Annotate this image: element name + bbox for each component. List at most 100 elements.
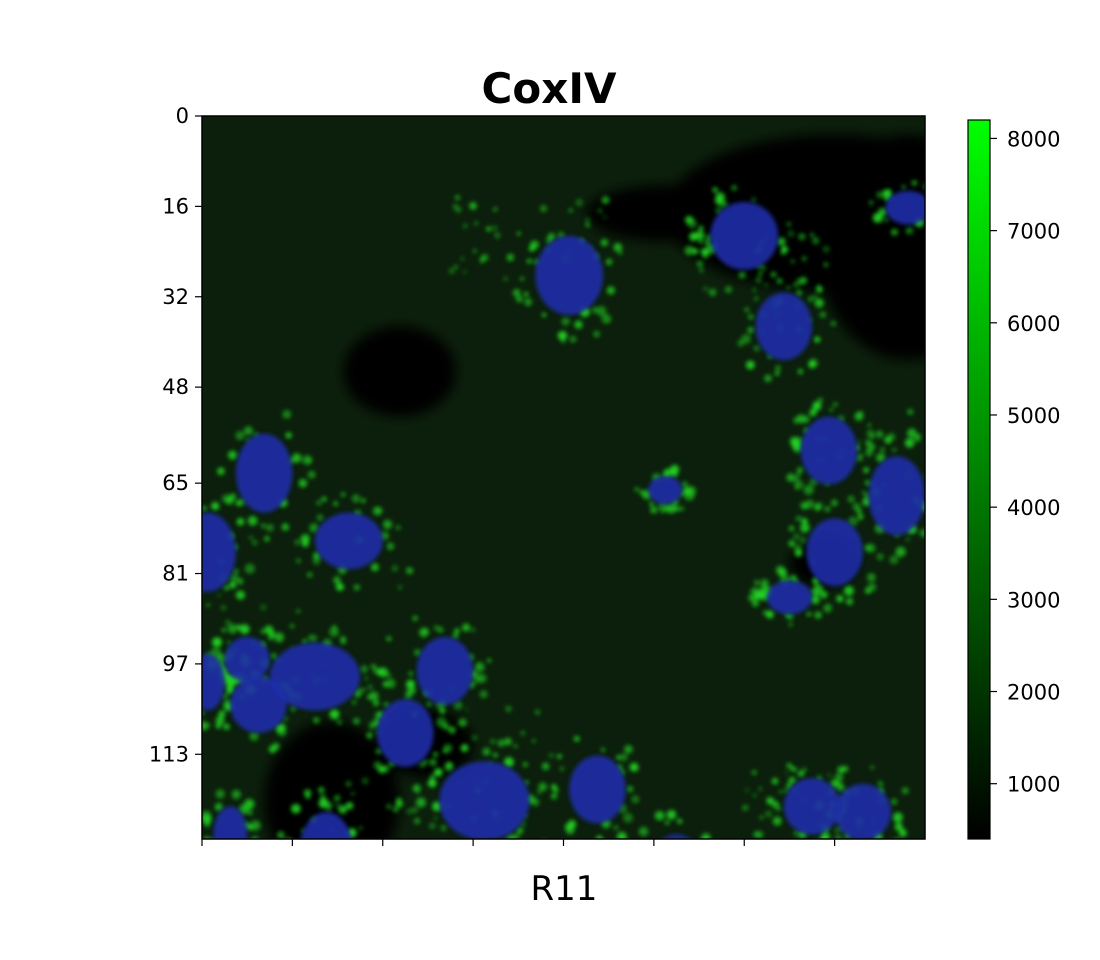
mito-speck <box>666 900 674 908</box>
mito-speck <box>539 205 548 213</box>
mito-speck <box>829 407 834 412</box>
mito-speck <box>351 791 355 796</box>
y-tick-label: 48 <box>162 375 189 399</box>
mito-speck <box>380 915 387 922</box>
mito-speck <box>685 915 691 921</box>
mito-speck <box>781 246 789 254</box>
mito-speck <box>506 253 515 262</box>
mito-speck <box>341 849 348 856</box>
mito-speck <box>758 271 763 276</box>
y-tick-label: 32 <box>162 285 189 309</box>
mito-speck <box>371 856 376 861</box>
mito-speck <box>754 595 759 600</box>
mito-speck <box>820 919 825 924</box>
mito-speck <box>601 196 610 204</box>
mito-speck <box>358 858 363 863</box>
mito-speck <box>753 345 761 352</box>
mito-speck <box>794 840 797 843</box>
mito-speck <box>348 828 357 836</box>
heatmap-image <box>187 116 937 951</box>
dark-region <box>343 326 457 417</box>
mito-speck <box>532 739 536 743</box>
mito-speck <box>669 466 677 474</box>
mito-speck <box>788 776 796 785</box>
mito-speck <box>799 536 807 544</box>
mito-speck <box>432 752 438 758</box>
mito-speck <box>596 835 603 839</box>
mito-speck <box>227 450 238 460</box>
dark-region <box>817 134 925 361</box>
mito-speck <box>931 189 937 195</box>
mito-speck <box>492 752 498 758</box>
mito-speck <box>626 855 633 862</box>
mito-speck <box>506 833 516 839</box>
mito-speck <box>772 940 779 947</box>
mito-speck <box>522 762 528 767</box>
mito-speck <box>247 515 258 526</box>
mito-speck <box>484 946 489 951</box>
mito-speck <box>353 584 360 591</box>
mito-speck <box>235 624 242 630</box>
mito-speck <box>834 827 840 833</box>
mito-speck <box>634 487 640 493</box>
mito-speck <box>290 706 296 712</box>
mito-speck <box>652 889 657 894</box>
mito-speck <box>793 544 803 553</box>
mito-speck <box>460 256 465 261</box>
colorbar-tick-label: 8000 <box>1007 127 1060 151</box>
mito-speck <box>205 602 211 608</box>
mito-speck <box>406 808 413 815</box>
mito-speck <box>629 762 639 772</box>
mito-speck <box>383 702 389 708</box>
mito-speck <box>227 623 238 634</box>
mito-speck <box>591 306 599 314</box>
mito-speck <box>806 611 812 617</box>
mito-speck <box>807 296 814 302</box>
mito-speck <box>519 276 525 282</box>
mito-speck <box>755 277 762 284</box>
y-axis: 0 16 32 48 65 81 97 113 <box>149 104 202 766</box>
nucleus <box>648 475 683 505</box>
mito-speck <box>295 558 302 564</box>
mito-speck <box>698 239 703 244</box>
mito-speck <box>868 200 874 205</box>
mito-speck <box>702 891 706 895</box>
mito-speck <box>880 447 885 453</box>
mito-speck <box>372 506 382 516</box>
nucleus <box>213 806 248 839</box>
mito-speck <box>307 635 313 640</box>
mito-speck <box>548 752 555 759</box>
mito-speck <box>770 271 777 278</box>
mito-speck <box>626 785 634 793</box>
mito-speck <box>373 761 382 770</box>
mito-speck <box>197 591 202 596</box>
mito-speck <box>326 806 332 812</box>
mito-speck <box>341 492 346 497</box>
mito-speck <box>803 938 812 947</box>
mito-speck <box>455 206 462 213</box>
mito-speck <box>815 501 823 510</box>
mito-speck <box>495 864 500 869</box>
mito-speck <box>699 268 704 273</box>
mito-speck <box>867 423 871 427</box>
mito-speck <box>282 409 292 419</box>
mito-speck <box>380 897 385 902</box>
mito-speck <box>836 783 845 792</box>
mito-speck <box>526 258 532 264</box>
mito-speck <box>639 894 648 903</box>
nucleus <box>662 834 691 839</box>
mito-speck <box>282 716 289 722</box>
mito-speck <box>774 817 781 824</box>
mito-speck <box>414 649 422 657</box>
nucleus <box>202 512 236 592</box>
mito-speck <box>187 715 196 724</box>
mito-speck <box>516 827 524 834</box>
mito-speck <box>792 878 797 883</box>
mito-speck <box>356 905 362 911</box>
mito-speck <box>759 815 764 820</box>
mito-speck <box>932 207 937 212</box>
mito-speck <box>866 572 876 582</box>
mito-speck <box>681 481 688 488</box>
mito-speck <box>428 869 437 878</box>
mito-speck <box>766 797 774 805</box>
